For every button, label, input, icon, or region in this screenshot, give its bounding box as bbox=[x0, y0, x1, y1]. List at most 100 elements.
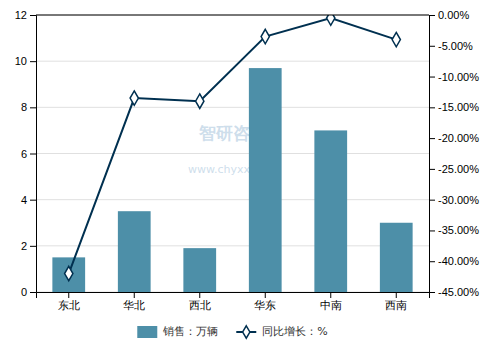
tick: 8 bbox=[21, 101, 36, 113]
grid-line bbox=[36, 199, 429, 200]
bar bbox=[314, 130, 347, 292]
y2-axis: 0.00% -5.00% -10.00% -15.00% -20.00% -25.00% -… bbox=[429, 9, 479, 298]
tick-mark bbox=[265, 292, 266, 298]
tick-mark bbox=[330, 292, 331, 298]
data bbox=[52, 15, 412, 292]
y-axis: 0 2 4 6 8 10 12 bbox=[15, 9, 37, 298]
tick: -40.00% bbox=[429, 255, 479, 267]
tick-mark bbox=[30, 292, 36, 293]
axis-line bbox=[37, 293, 430, 299]
grid-line bbox=[36, 15, 429, 16]
tick: 东北 bbox=[58, 292, 80, 311]
tick-label: 西北 bbox=[189, 299, 211, 311]
tick: 西南 bbox=[385, 292, 407, 311]
marker bbox=[196, 94, 204, 108]
grid-line bbox=[36, 245, 429, 246]
tick: 华东 bbox=[254, 292, 276, 311]
marker bbox=[327, 15, 335, 25]
tick-mark bbox=[30, 246, 36, 247]
tick-label: 0 bbox=[21, 286, 27, 298]
tick-mark bbox=[429, 77, 435, 78]
grid bbox=[36, 15, 429, 292]
tick: -25.00% bbox=[429, 163, 479, 175]
tick-mark bbox=[30, 61, 36, 62]
tick-mark bbox=[68, 292, 69, 298]
tick: 10 bbox=[15, 55, 36, 67]
tick-label: 东北 bbox=[58, 299, 80, 311]
bar bbox=[118, 211, 151, 292]
tick-label: -5.00% bbox=[438, 40, 473, 52]
tick-label: 0.00% bbox=[438, 9, 469, 21]
legend-label: 同比增长：% bbox=[262, 325, 327, 338]
tick-label: 4 bbox=[21, 194, 27, 206]
tick-label: 12 bbox=[15, 9, 27, 21]
tick-mark bbox=[429, 138, 435, 139]
tick-mark bbox=[134, 292, 135, 298]
tick: 中南 bbox=[320, 292, 342, 311]
tick: -45.00% bbox=[429, 286, 479, 298]
tick-label: -45.00% bbox=[438, 286, 479, 298]
tick: -15.00% bbox=[429, 101, 479, 113]
x-axis: 东北 华北 西北 华东 中南 西南 bbox=[37, 292, 430, 311]
tick: -30.00% bbox=[429, 194, 479, 206]
tick-label: 西南 bbox=[385, 299, 407, 311]
tick-mark bbox=[30, 154, 36, 155]
line-series bbox=[65, 15, 401, 281]
tick-label: -20.00% bbox=[438, 132, 479, 144]
legend-swatch bbox=[137, 326, 157, 338]
bar bbox=[380, 223, 413, 292]
tick-mark bbox=[396, 292, 397, 298]
tick-label: -25.00% bbox=[438, 163, 479, 175]
legend-swatch bbox=[243, 326, 250, 338]
tick-mark bbox=[199, 292, 200, 298]
tick: 西北 bbox=[189, 292, 211, 311]
tick: 0.00% bbox=[429, 9, 469, 21]
tick-label: -15.00% bbox=[438, 101, 479, 113]
tick-mark bbox=[30, 107, 36, 108]
tick: 4 bbox=[21, 194, 36, 206]
tick: 2 bbox=[21, 240, 36, 252]
legend: 销售：万辆 同比增长：% bbox=[137, 325, 327, 338]
plot: 智研咨询www.chyxx.com东北华北西北华东中南西南0246810120.… bbox=[15, 9, 479, 311]
tick: 12 bbox=[15, 9, 36, 21]
tick-label: -40.00% bbox=[438, 255, 479, 267]
legend-item: 同比增长：% bbox=[236, 325, 327, 338]
tick-mark bbox=[429, 169, 435, 170]
tick: -35.00% bbox=[429, 224, 479, 236]
tick: -20.00% bbox=[429, 132, 479, 144]
tick-label: -30.00% bbox=[438, 194, 479, 206]
bar-series bbox=[52, 68, 412, 292]
tick-label: 华东 bbox=[254, 299, 276, 311]
tick-label: 2 bbox=[21, 240, 27, 252]
tick-mark bbox=[429, 107, 435, 108]
tick-mark bbox=[30, 15, 36, 16]
tick-label: 10 bbox=[15, 55, 27, 67]
tick-mark bbox=[429, 15, 435, 16]
tick-mark bbox=[429, 200, 435, 201]
tick-mark bbox=[429, 46, 435, 47]
marker bbox=[65, 266, 73, 280]
grid-line bbox=[36, 61, 429, 62]
legend-item: 销售：万辆 bbox=[137, 325, 218, 338]
tick-label: 6 bbox=[21, 148, 27, 160]
tick: -5.00% bbox=[429, 40, 473, 52]
tick: -10.00% bbox=[429, 71, 479, 83]
grid-line bbox=[36, 107, 429, 108]
tick: 0 bbox=[21, 286, 36, 298]
marker bbox=[392, 32, 400, 46]
tick-label: 8 bbox=[21, 101, 27, 113]
axis-line bbox=[430, 16, 436, 293]
bar bbox=[183, 248, 216, 292]
marker bbox=[261, 29, 269, 43]
bar bbox=[52, 257, 85, 292]
bar bbox=[249, 68, 282, 292]
tick-mark bbox=[429, 261, 435, 262]
frame-line bbox=[36, 15, 429, 16]
chart: 智研咨询www.chyxx.com东北华北西北华东中南西南0246810120.… bbox=[0, 0, 487, 350]
tick-label: 华北 bbox=[123, 299, 145, 311]
tick-mark bbox=[30, 200, 36, 201]
tick-label: -10.00% bbox=[438, 71, 479, 83]
axis-line bbox=[30, 16, 37, 293]
tick: 华北 bbox=[123, 292, 145, 311]
grid-line bbox=[36, 153, 429, 154]
